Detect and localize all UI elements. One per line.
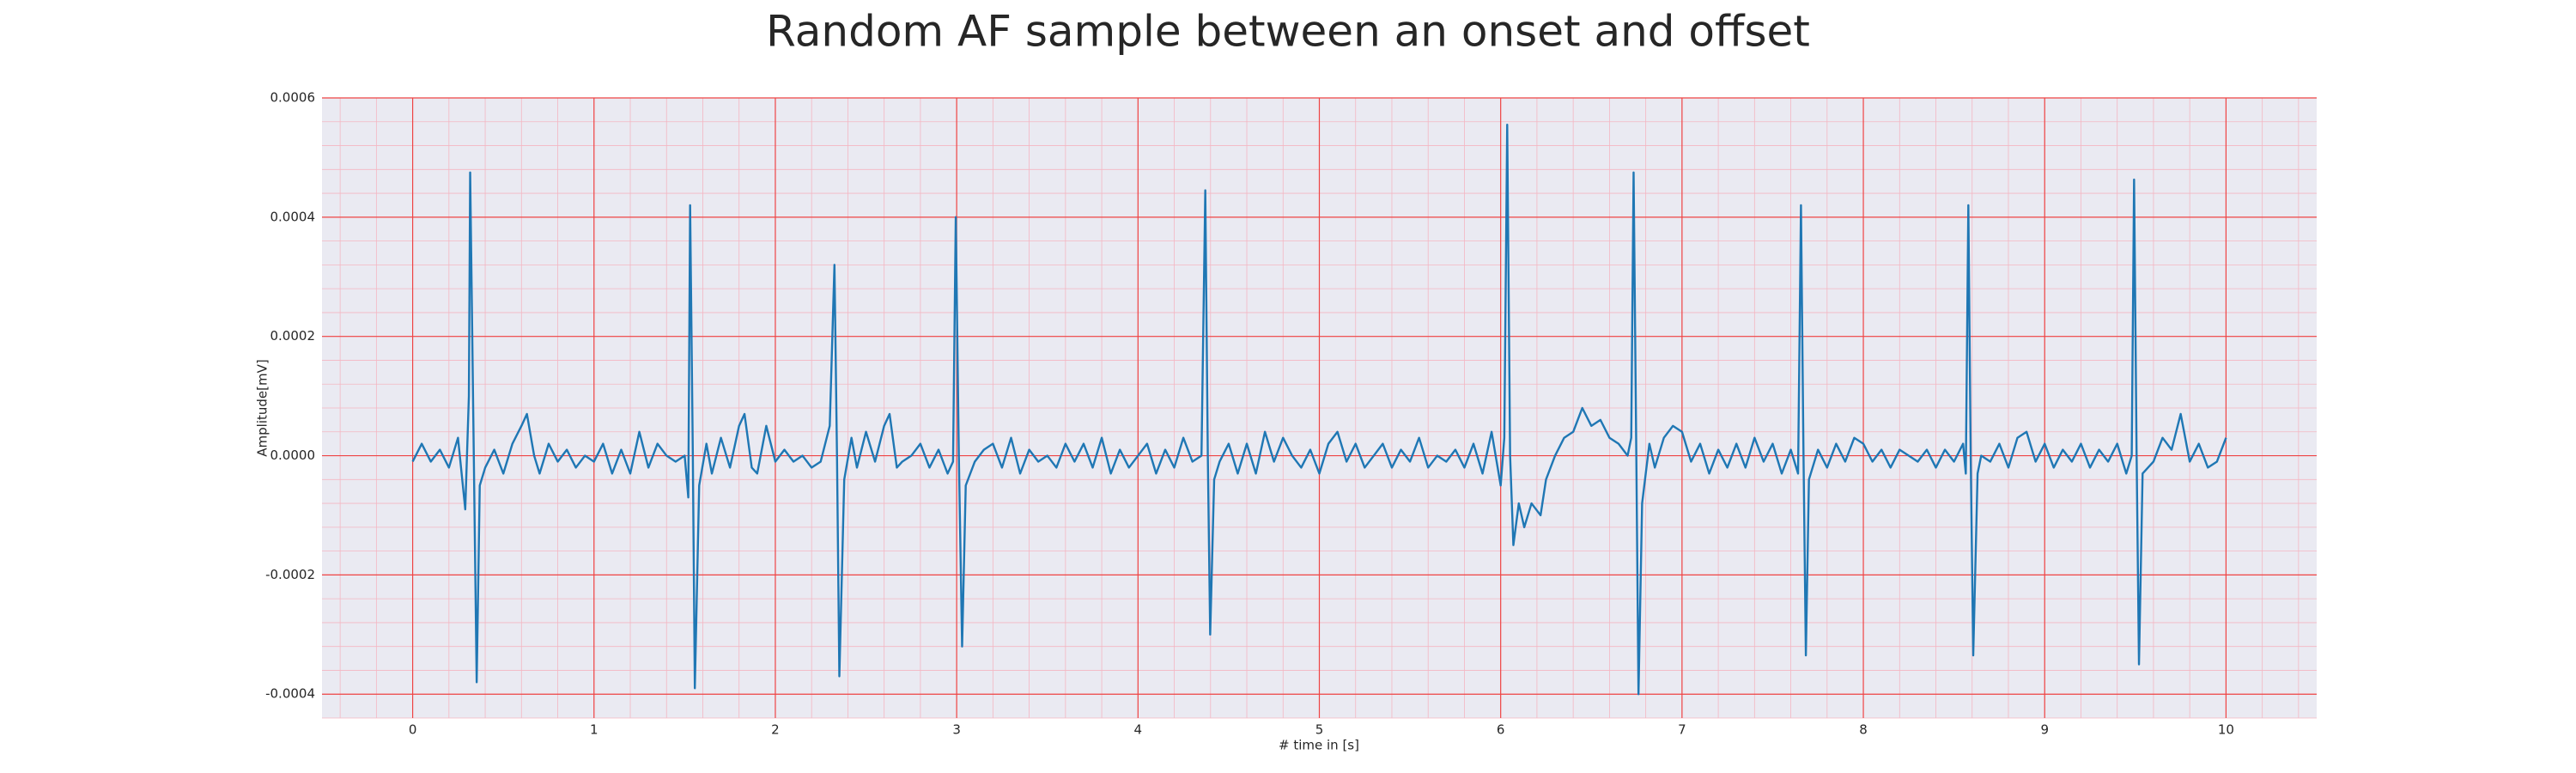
x-tick-label: 3 — [952, 722, 961, 738]
series — [411, 124, 2227, 696]
y-tick-label: -0.0002 — [265, 567, 315, 582]
signal-line — [411, 124, 2227, 696]
y-axis-label: Amplitude[mV] — [255, 359, 270, 456]
y-tick-label: 0.0006 — [270, 90, 316, 106]
x-axis-label: # time in [s] — [1279, 738, 1359, 753]
y-tick-label: 0.0004 — [270, 209, 316, 224]
grid — [322, 97, 2317, 719]
x-tick-label: 6 — [1497, 722, 1505, 738]
x-tick-label: 8 — [1859, 722, 1868, 738]
x-tick-label: 1 — [590, 722, 598, 738]
x-tick-label: 2 — [771, 722, 780, 738]
chart-title: Random AF sample between an onset and of… — [766, 7, 1810, 57]
tick-labels: 0 1 2 3 4 5 6 7 8 9 10 0.0006 0.0004 0.0002 0.0000 -0.0… — [265, 90, 2234, 738]
y-tick-label: 0.0002 — [270, 328, 316, 344]
x-tick-label: 0 — [409, 722, 417, 738]
x-tick-label: 7 — [1678, 722, 1686, 738]
x-tick-label: 4 — [1134, 722, 1143, 738]
y-tick-label: 0.0000 — [270, 447, 316, 463]
y-tick-label: -0.0004 — [265, 686, 315, 702]
x-tick-label: 5 — [1315, 722, 1324, 738]
x-tick-label: 10 — [2218, 722, 2234, 738]
x-tick-label: 9 — [2040, 722, 2049, 738]
